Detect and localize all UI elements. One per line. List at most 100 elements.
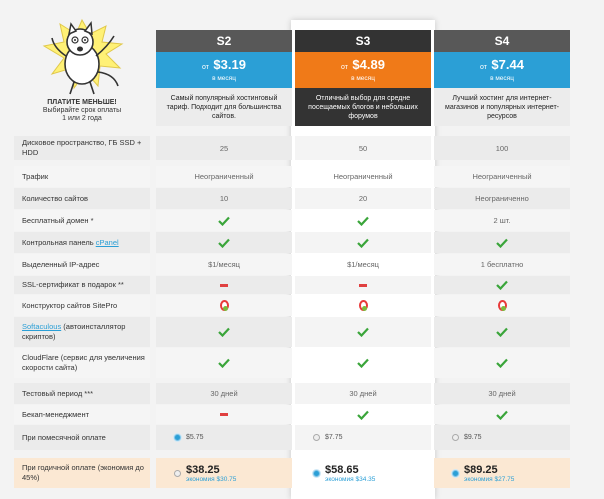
cell-s4 <box>434 348 570 378</box>
cell-s2: Неограниченный <box>156 166 292 187</box>
row-trial: Тестовый период *** 30 дней 30 дней 30 д… <box>0 383 604 404</box>
cell-s4 <box>434 317 570 347</box>
price-from: от <box>341 64 348 71</box>
row-softaculous: Softaculous (автоинсталлятор скриптов) <box>0 317 604 347</box>
row-sitepro: Конструктор сайтов SitePro <box>0 295 604 316</box>
check-icon <box>357 410 369 420</box>
promo-title: ПЛАТИТЕ МЕНЬШЕ! <box>47 99 117 106</box>
cell-s2 <box>156 348 292 378</box>
cell-s3 <box>295 348 431 378</box>
cell-s2: 25 <box>156 136 292 160</box>
cat-illustration <box>42 18 124 95</box>
softaculous-link[interactable]: Softaculous <box>22 322 62 331</box>
row-label: Контрольная панель cPanel <box>14 232 150 253</box>
cell-s3: Неограниченный <box>333 172 393 181</box>
cell-s2[interactable]: $5.75 <box>156 425 292 450</box>
cell-s3: 50 <box>295 136 431 160</box>
plan-header-s3: S3 от $4.89 в месяц Отличный выбор для с… <box>295 30 431 126</box>
check-icon <box>496 358 508 368</box>
plan-header-s4: S4 от $7.44 в месяц Лучший хостинг для и… <box>434 30 570 126</box>
cell-s4: 30 дней <box>434 383 570 404</box>
row-label: При годичной оплате (экономия до 45%) <box>14 458 150 488</box>
check-icon <box>218 327 230 337</box>
row-label: Бесплатный домен * <box>14 210 150 231</box>
price-monthly: $9.75 <box>464 434 482 441</box>
plan-price: $7.44 <box>491 57 524 72</box>
row-yearly-price: При годичной оплате (экономия до 45%) $3… <box>0 458 604 488</box>
radio-monthly-s3[interactable] <box>313 434 320 441</box>
cpanel-link[interactable]: cPanel <box>95 237 119 247</box>
price-period: в месяц <box>212 75 236 82</box>
plan-description: Отличный выбор для средне посещаемых бло… <box>295 88 431 126</box>
row-free-domain: Бесплатный домен * 2 шт. <box>0 210 604 231</box>
cell-s3: 30 дней <box>295 383 431 404</box>
cell-s3[interactable]: $7.75 <box>295 425 431 450</box>
row-monthly-price: При помесячной оплате $5.75 $7.75 $9.75 <box>0 425 604 450</box>
cell-s2 <box>156 276 292 294</box>
radio-yearly-s3[interactable] <box>313 469 320 477</box>
no-icon <box>220 413 228 416</box>
promo-text: ПЛАТИТЕ МЕНЬШЕ! Выбирайте срок оплаты 1 … <box>14 99 150 123</box>
price-yearly: $89.25 <box>464 463 498 476</box>
cell-s3 <box>295 295 431 316</box>
cell-s3[interactable]: $58.65 экономия $34.35 <box>295 458 431 488</box>
price-yearly-block: $58.65 экономия $34.35 <box>325 464 375 483</box>
plan-price: $3.19 <box>213 57 246 72</box>
check-icon <box>357 216 369 226</box>
cell-s2 <box>156 295 292 316</box>
plan-price-block: от $4.89 в месяц <box>295 52 431 88</box>
sitepro-icon <box>497 300 507 311</box>
row-sites: Количество сайтов 10 20 Неограниченно <box>0 188 604 209</box>
price-from: от <box>202 64 209 71</box>
promo-subtitle: Выбирайте срок оплаты <box>42 107 122 114</box>
cell-s3 <box>295 232 431 253</box>
plan-price-block: от $3.19 в месяц <box>156 52 292 88</box>
cell-s2[interactable]: $38.25 экономия $30.75 <box>156 458 292 488</box>
price-yearly: $38.25 <box>186 463 220 476</box>
cell-s4: 2 шт. <box>434 210 570 231</box>
no-icon <box>359 283 367 287</box>
cell-s4: Неограниченно <box>434 188 570 209</box>
cell-s3: 20 <box>295 188 431 209</box>
plan-header-s2: S2 от $3.19 в месяц Самый популярный хос… <box>156 30 292 126</box>
row-traffic: Трафик Неограниченный Неограниченный Нео… <box>0 166 604 187</box>
price-yearly-block: $89.25 экономия $27.75 <box>464 464 514 483</box>
no-icon <box>220 283 228 287</box>
check-icon <box>218 358 230 368</box>
price-monthly: $5.75 <box>186 434 204 441</box>
radio-monthly-s2[interactable] <box>174 434 181 441</box>
radio-yearly-s4[interactable] <box>452 469 459 477</box>
plan-price: $4.89 <box>352 57 385 72</box>
savings-text: экономия $30.75 <box>186 475 237 483</box>
check-icon <box>218 216 230 226</box>
row-label: Дисковое пространство, ГБ SSD + HDD <box>14 136 150 160</box>
cell-s3 <box>295 405 431 424</box>
row-label: Бекап-менеджмент <box>14 405 150 424</box>
row-disk: Дисковое пространство, ГБ SSD + HDD 25 5… <box>0 136 604 160</box>
plan-price-block: от $7.44 в месяц <box>434 52 570 88</box>
cell-s4 <box>434 295 570 316</box>
cell-s4[interactable]: $9.75 <box>434 425 570 450</box>
cell-s3 <box>295 317 431 347</box>
radio-yearly-s2[interactable] <box>174 469 181 477</box>
cell-s3 <box>295 276 431 294</box>
row-label: SSL-сертификат в подарок ** <box>14 276 150 294</box>
radio-monthly-s4[interactable] <box>452 434 459 441</box>
cell-s4[interactable]: $89.25 экономия $27.75 <box>434 458 570 488</box>
sitepro-icon <box>219 300 229 311</box>
check-icon <box>496 280 508 290</box>
cell-s3: $1/месяц <box>347 260 379 269</box>
check-icon <box>496 327 508 337</box>
row-label: Выделенный IP-адрес <box>14 254 150 275</box>
check-icon <box>357 358 369 368</box>
promo-subtitle-2: 1 или 2 года <box>62 115 102 122</box>
row-ssl: SSL-сертификат в подарок ** <box>0 276 604 294</box>
row-label: CloudFlare (сервис для увеличения скорос… <box>14 348 150 378</box>
check-icon <box>357 327 369 337</box>
check-icon <box>218 238 230 248</box>
plan-description: Лучший хостинг для интернет-магазинов и … <box>434 88 570 126</box>
cell-s3 <box>295 210 431 231</box>
price-from: от <box>480 64 487 71</box>
row-label: Тестовый период *** <box>14 383 150 404</box>
